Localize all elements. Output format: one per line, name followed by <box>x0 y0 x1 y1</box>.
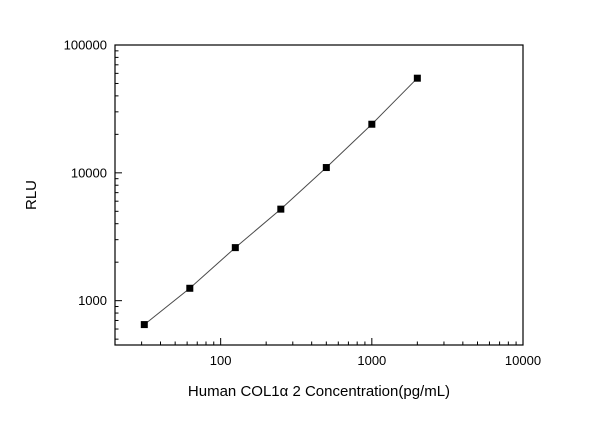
data-point <box>413 74 421 82</box>
x-tick-label: 1000 <box>357 353 386 368</box>
x-axis-label: Human COL1α 2 Concentration(pg/mL) <box>188 383 450 400</box>
y-tick-label: 1000 <box>78 293 107 308</box>
plot-frame <box>114 44 524 346</box>
data-point <box>231 244 239 252</box>
x-tick-label: 100 <box>210 353 232 368</box>
y-tick-label: 10000 <box>71 165 107 180</box>
series-line <box>143 77 418 325</box>
data-point <box>322 164 330 172</box>
data-point <box>140 321 148 329</box>
y-tick-label: 100000 <box>64 38 107 53</box>
chart-dynamic: 100 1000 10000 1000 10000 100000 <box>64 38 541 369</box>
x-tick-label: 10000 <box>505 353 541 368</box>
y-axis-label: RLU <box>23 180 40 210</box>
data-point <box>186 284 194 292</box>
data-point <box>277 205 285 213</box>
data-point <box>368 120 376 128</box>
